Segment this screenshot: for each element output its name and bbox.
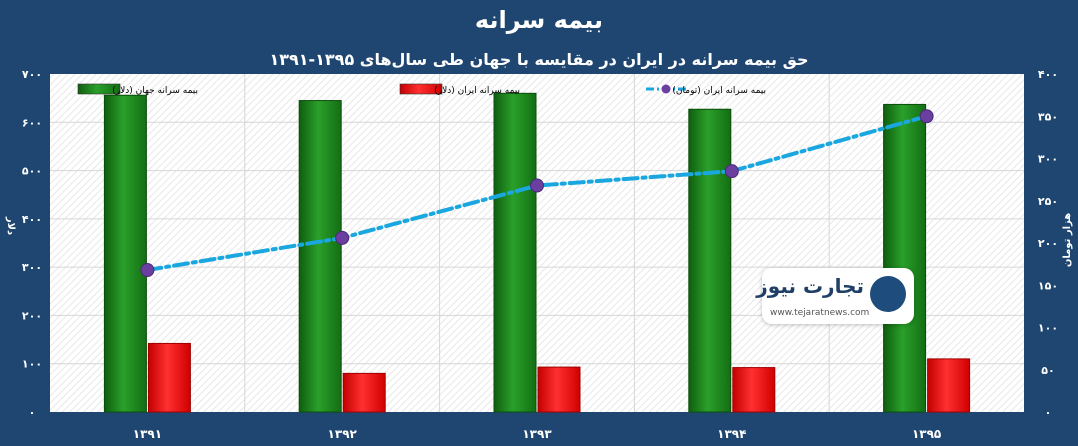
legend-marker: [661, 84, 671, 94]
legend-label: بیمه سرانه ایران (دلار): [434, 86, 520, 96]
bar-world: [103, 94, 147, 413]
tejaratnews-logo-icon: [870, 276, 906, 312]
plot-area: [50, 74, 1024, 412]
bar-world: [883, 103, 927, 413]
right-tick-label: ۲۵۰: [1038, 195, 1058, 208]
legend-swatch: [77, 83, 121, 95]
right-tick-label: ۲۰۰: [1038, 237, 1058, 250]
line-point: [335, 230, 350, 245]
category-label: ۱۳۹۳: [522, 427, 552, 441]
legend-iran-dollar: بیمه سرانه ایران (دلار): [399, 83, 520, 96]
category-label: ۱۳۹۲: [328, 427, 358, 441]
left-axis-title: دلار: [5, 216, 16, 235]
category-label: ۱۳۹۱: [133, 427, 162, 441]
right-tick-label: ۳۰۰: [1038, 153, 1058, 166]
watermark-url: www.tejaratnews.com: [770, 308, 870, 318]
watermark-logo: تجارت نیوز www.tejaratnews.com: [756, 268, 914, 324]
bar-iran: [342, 372, 386, 413]
category-label: ۱۳۹۵: [912, 427, 941, 441]
right-tick-label: ۳۵۰: [1038, 110, 1058, 123]
line-point: [724, 164, 739, 179]
legend-world-dollar: بیمه سرانه جهان (دلار): [77, 83, 198, 96]
right-tick-label: ۰: [1045, 406, 1052, 419]
left-tick-label: ۲۰۰: [22, 309, 42, 322]
bar-iran: [927, 358, 971, 413]
line-point: [140, 263, 155, 278]
legend-swatch: [399, 83, 443, 95]
left-tick-label: ۶۰۰: [22, 116, 42, 129]
left-tick-label: ۰: [29, 406, 36, 419]
category-label: ۱۳۹۴: [717, 427, 746, 441]
left-tick-label: ۷۰۰: [22, 68, 42, 81]
right-tick-label: ۵۰: [1041, 364, 1054, 377]
chart-subtitle: حق بیمه سرانه در ایران در مقایسه با جهان…: [269, 50, 809, 69]
line-point: [530, 178, 544, 193]
bar-iran: [732, 367, 776, 413]
chart-title: بیمه سرانه: [474, 6, 604, 34]
right-tick-label: ۴۰۰: [1038, 68, 1058, 81]
bar-iran: [537, 366, 581, 413]
right-tick-label: ۱۰۰: [1038, 322, 1058, 335]
right-axis-title: هزار تومان: [1062, 213, 1073, 267]
bar-world: [688, 108, 732, 413]
left-tick-label: ۴۰۰: [22, 213, 42, 226]
right-tick-label: ۱۵۰: [1038, 279, 1058, 292]
legend-iran-toman: بیمه سرانه ایران (تومان): [646, 84, 766, 96]
legend-label: بیمه سرانه جهان (دلار): [112, 86, 198, 96]
bar-iran: [147, 342, 191, 413]
bar-world: [493, 92, 537, 413]
left-tick-label: ۳۰۰: [22, 261, 42, 274]
legend-label: بیمه سرانه ایران (تومان): [672, 86, 766, 96]
left-tick-label: ۱۰۰: [22, 358, 42, 371]
bar-world: [298, 100, 342, 413]
left-tick-label: ۵۰۰: [22, 165, 42, 178]
watermark-name: تجارت نیوز: [756, 274, 864, 298]
line-point: [919, 109, 934, 124]
